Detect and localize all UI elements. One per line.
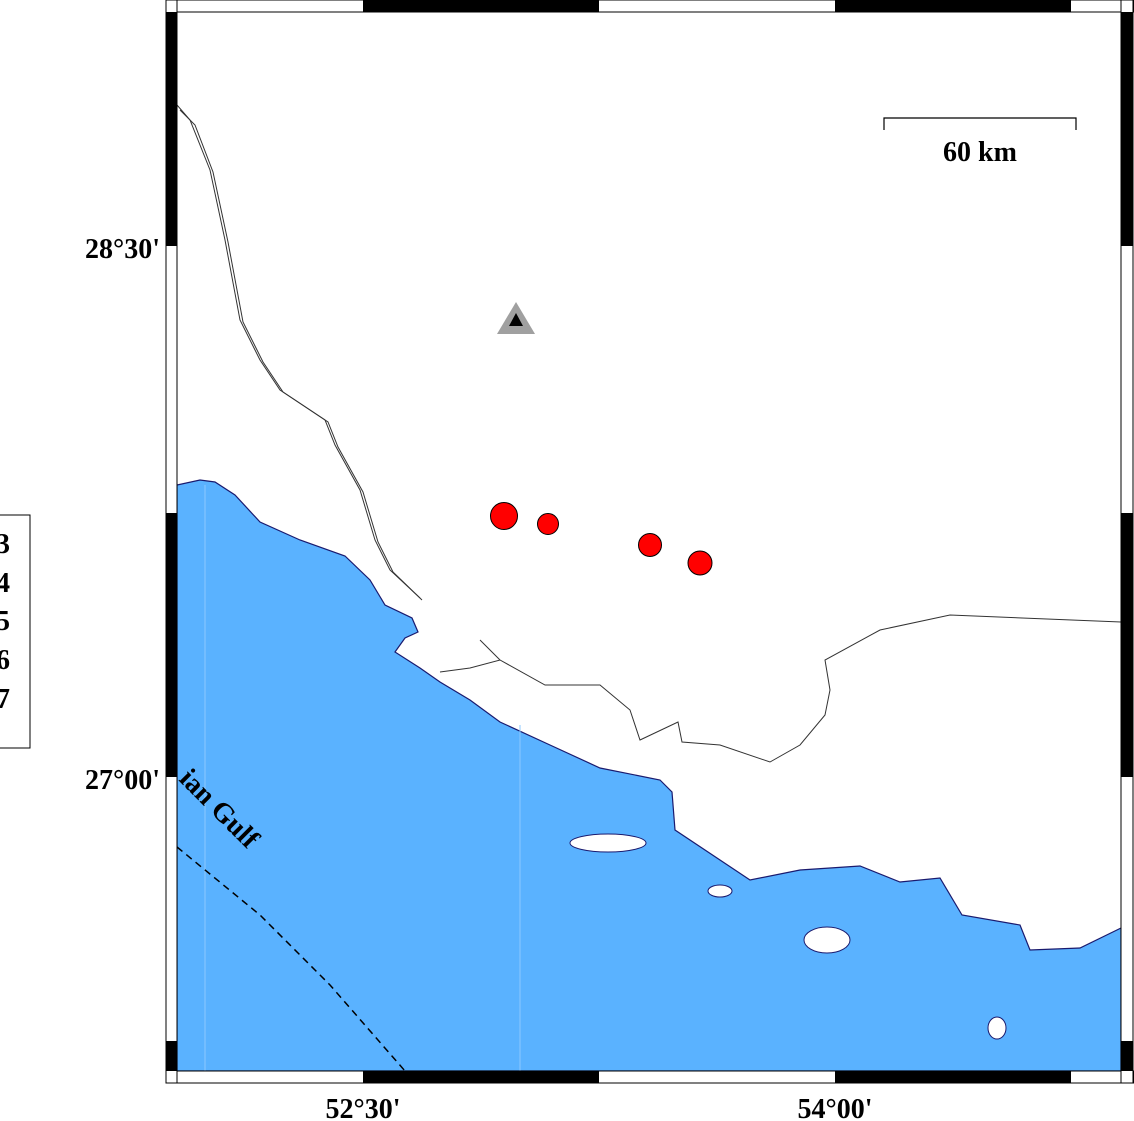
earthquake-event — [490, 502, 518, 530]
scale-bar: 60 km — [883, 117, 1077, 168]
border-line — [179, 109, 423, 601]
lon-tick-label: 52°30' — [326, 1094, 401, 1121]
island — [569, 833, 647, 853]
border-line — [439, 614, 1121, 763]
island — [803, 926, 851, 954]
map-frame — [165, 0, 1134, 1084]
legend-value: 5 — [0, 606, 10, 637]
scale-bar-label: 60 km — [943, 137, 1017, 168]
earthquake-event — [687, 550, 713, 576]
fault-line — [177, 846, 406, 1071]
magnitude-legend: 3 4 5 6 7 — [0, 514, 31, 749]
legend-value: 6 — [0, 645, 10, 676]
island — [987, 1016, 1007, 1040]
border-line — [177, 104, 421, 599]
earthquake-event — [537, 513, 559, 535]
lat-tick-label: 27°00' — [85, 765, 160, 796]
island — [707, 884, 733, 898]
lon-tick-label: 54°00' — [798, 1094, 873, 1121]
legend-value: 7 — [0, 684, 10, 715]
border-line — [479, 639, 501, 661]
legend-value: 4 — [0, 568, 10, 599]
legend-value: 3 — [0, 529, 10, 560]
earthquake-event — [638, 533, 662, 557]
lat-tick-label: 28°30' — [85, 234, 160, 265]
sea-area — [177, 479, 1121, 1071]
station-triangle-icon — [497, 302, 535, 334]
